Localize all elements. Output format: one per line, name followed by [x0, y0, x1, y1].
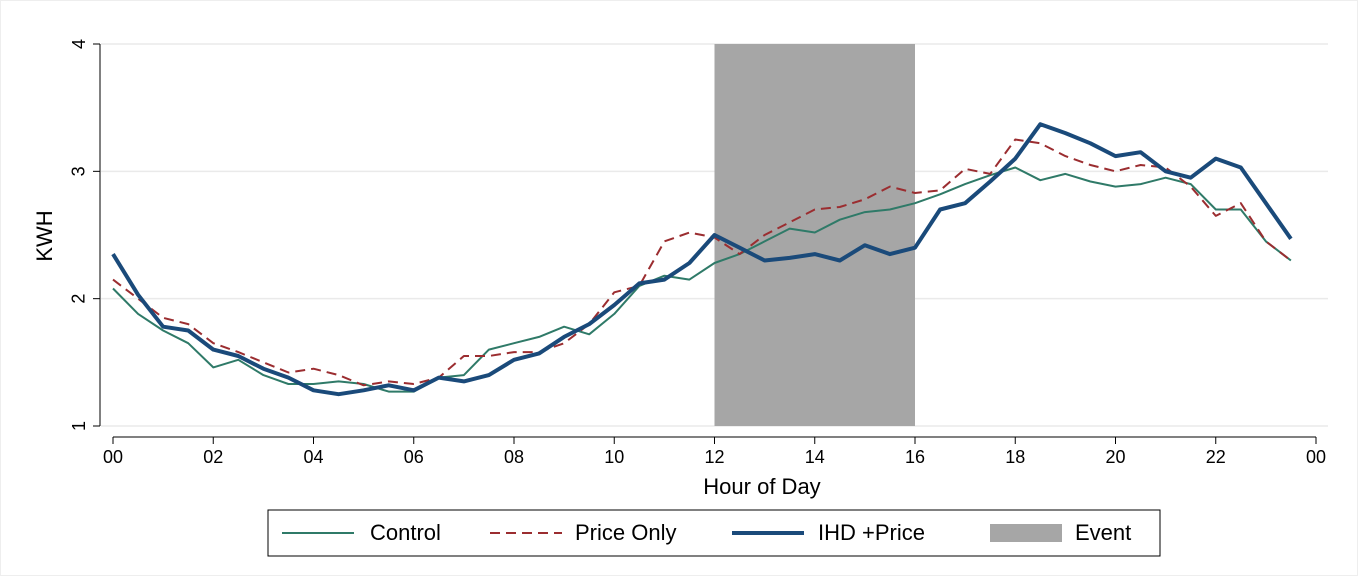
- y-tick-label: 1: [69, 421, 89, 431]
- x-tick-label: 10: [604, 447, 624, 467]
- event-band: [714, 44, 915, 426]
- legend-swatch: [990, 524, 1062, 542]
- x-tick-label: 12: [704, 447, 724, 467]
- y-tick-label: 2: [69, 294, 89, 304]
- x-tick-label: 00: [1306, 447, 1326, 467]
- legend-label: IHD +Price: [818, 520, 925, 545]
- legend-label: Event: [1075, 520, 1131, 545]
- x-tick-label: 20: [1105, 447, 1125, 467]
- series-line: [112, 138, 1292, 387]
- x-tick-label: 02: [203, 447, 223, 467]
- y-tick-label: 3: [69, 166, 89, 176]
- series-line: [111, 122, 1293, 397]
- x-tick-label: 04: [303, 447, 323, 467]
- y-tick-label: 4: [69, 39, 89, 49]
- x-tick-label: 00: [103, 447, 123, 467]
- legend-label: Control: [370, 520, 441, 545]
- y-axis-label: KWH: [32, 210, 57, 261]
- x-tick-label: 08: [504, 447, 524, 467]
- x-tick-label: 14: [805, 447, 825, 467]
- x-tick-label: 06: [404, 447, 424, 467]
- legend-label: Price Only: [575, 520, 676, 545]
- x-tick-label: 22: [1206, 447, 1226, 467]
- x-axis-label: Hour of Day: [703, 474, 820, 499]
- series-line: [112, 166, 1292, 393]
- x-tick-label: 16: [905, 447, 925, 467]
- x-tick-label: 18: [1005, 447, 1025, 467]
